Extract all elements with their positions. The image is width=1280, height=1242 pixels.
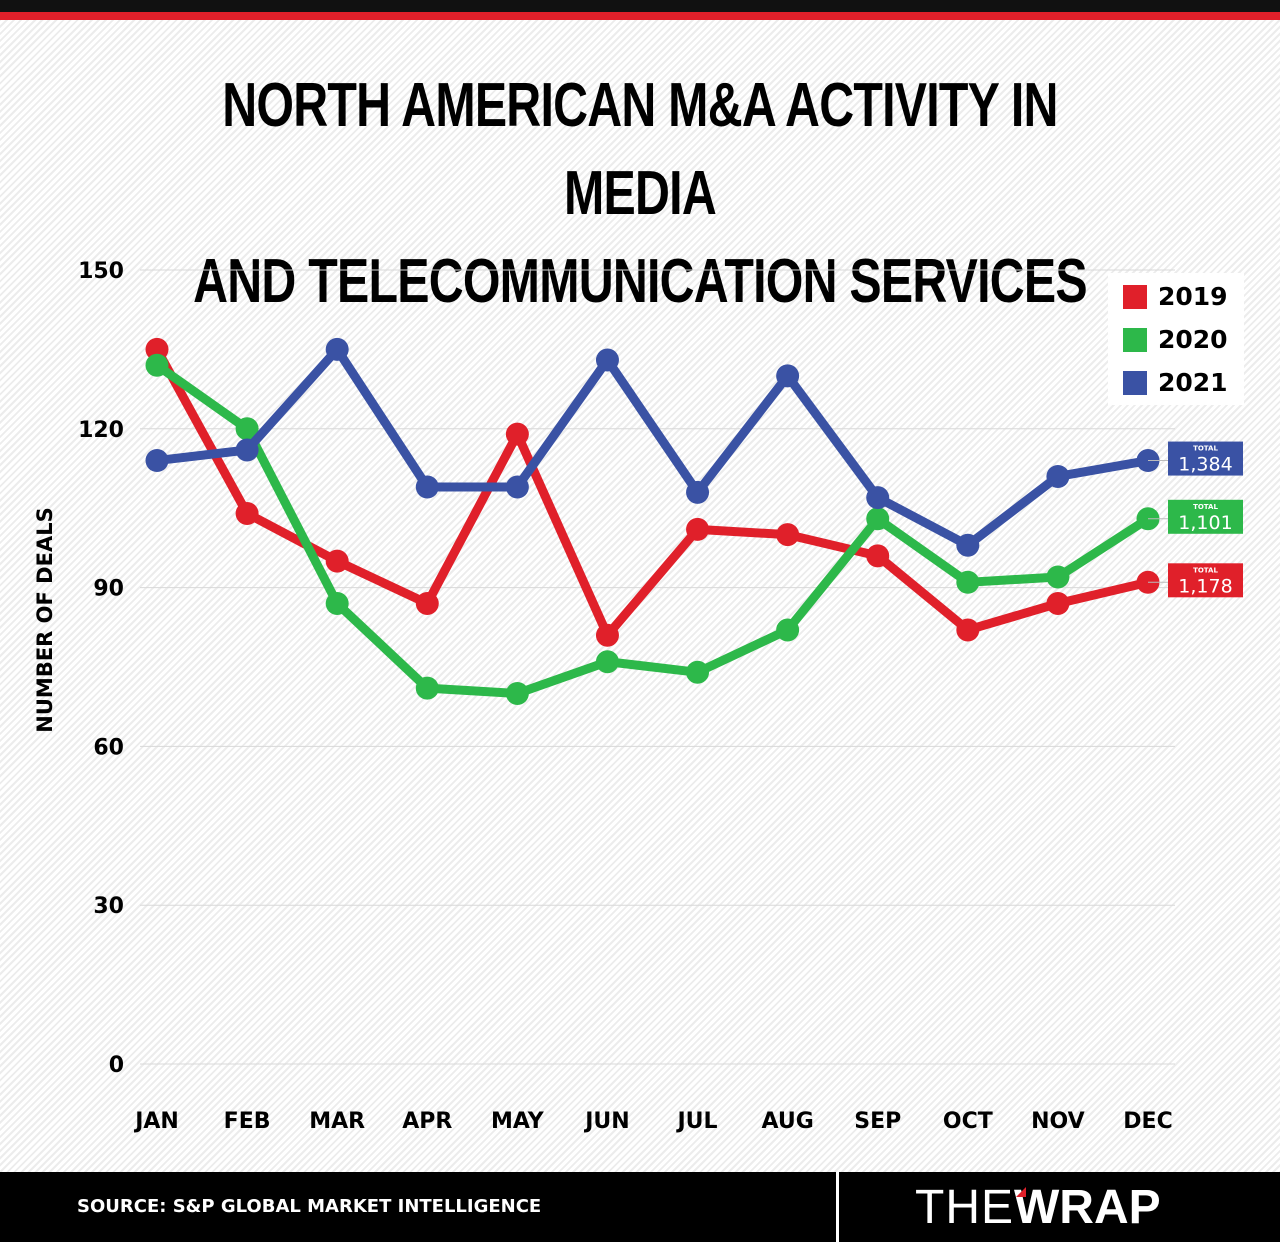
total-box-label: TOTAL	[1193, 445, 1218, 453]
data-point-2021	[415, 475, 439, 499]
total-box-2020	[1168, 499, 1243, 534]
logo-wrap-wrapper: WRAP	[1014, 1181, 1161, 1234]
x-tick-label: SEP	[854, 1109, 901, 1134]
total-box-2019	[1168, 563, 1243, 598]
top-red-bar	[0, 12, 1280, 20]
footer: SOURCE: S&P GLOBAL MARKET INTELLIGENCE T…	[0, 1172, 1280, 1242]
data-point-2019	[956, 618, 980, 642]
data-point-2020	[325, 591, 349, 615]
data-point-2020	[776, 618, 800, 642]
data-point-2021	[686, 480, 710, 504]
x-tick-label: MAR	[309, 1109, 365, 1134]
footer-divider	[836, 1172, 839, 1242]
y-tick-label: 120	[78, 418, 124, 443]
y-tick-label: 150	[78, 259, 124, 284]
data-point-2020	[505, 681, 529, 705]
x-tick-label: JUL	[676, 1109, 718, 1134]
chart-title-line-1: NORTH AMERICAN M&A ACTIVITY IN MEDIA	[222, 71, 1058, 228]
data-point-2019	[866, 544, 890, 568]
x-tick-label: APR	[402, 1109, 452, 1134]
logo-the: THE	[915, 1181, 1014, 1234]
source-text: SOURCE: S&P GLOBAL MARKET INTELLIGENCE	[77, 1196, 542, 1217]
data-point-2019	[595, 623, 619, 647]
legend-swatch-2020	[1123, 328, 1147, 352]
data-point-2020	[866, 507, 890, 531]
total-box-label: TOTAL	[1193, 503, 1218, 511]
x-tick-label: MAY	[491, 1109, 545, 1134]
total-box-value: 1,101	[1178, 512, 1232, 534]
total-box-value: 1,384	[1178, 454, 1232, 476]
data-point-2019	[686, 517, 710, 541]
data-point-2019	[776, 523, 800, 547]
data-point-2021	[1046, 464, 1070, 488]
y-axis-label: NUMBER OF DEALS	[33, 507, 57, 732]
x-tick-label: JAN	[133, 1109, 179, 1134]
x-tick-label: JUN	[583, 1109, 629, 1134]
data-point-2019	[325, 549, 349, 573]
legend-swatch-2019	[1123, 285, 1147, 309]
legend-label-2020: 2020	[1158, 325, 1228, 354]
data-point-2021	[505, 475, 529, 499]
data-point-2021	[325, 337, 349, 361]
y-tick-label: 90	[93, 577, 124, 602]
data-point-2021	[145, 449, 169, 473]
data-point-2021	[866, 486, 890, 510]
data-point-2020	[595, 650, 619, 674]
logo-red-tick-icon	[1016, 1187, 1026, 1197]
data-point-2020	[956, 570, 980, 594]
data-point-2019	[145, 337, 169, 361]
data-point-2020	[686, 660, 710, 684]
chart-title-line-2: AND TELECOMMUNICATION SERVICES	[193, 247, 1087, 316]
data-point-2019	[415, 591, 439, 615]
data-point-2019	[1046, 591, 1070, 615]
data-point-2019	[505, 422, 529, 446]
logo-wrap: WRAP	[1014, 1181, 1161, 1234]
x-tick-label: AUG	[761, 1109, 813, 1134]
total-box-label: TOTAL	[1193, 566, 1218, 574]
line-chart: 0 30 60 90 120 150 JAN FEB MAR APR MAY JUN JUL AUG SEP…	[33, 259, 1244, 1134]
x-tick-label: DEC	[1123, 1109, 1172, 1134]
data-point-2021	[956, 533, 980, 557]
legend-label-2021: 2021	[1158, 368, 1228, 397]
x-tick-label: OCT	[943, 1109, 993, 1134]
data-point-2019	[235, 501, 259, 525]
y-tick-label: 30	[93, 894, 124, 919]
series-line-2019	[152, 344, 1153, 640]
series-line-2020	[152, 360, 1153, 698]
chart-title: NORTH AMERICAN M&A ACTIVITY IN MEDIA AND…	[141, 62, 1139, 326]
top-black-bar	[0, 0, 1280, 12]
data-point-2020	[1046, 565, 1070, 589]
data-point-2020	[145, 353, 169, 377]
data-point-2021	[235, 438, 259, 462]
total-box-value: 1,178	[1178, 575, 1232, 597]
data-point-2020	[415, 676, 439, 700]
data-point-2021	[595, 348, 619, 372]
y-tick-label: 60	[93, 735, 124, 760]
series-line-2021	[152, 344, 1153, 550]
x-tick-label: NOV	[1031, 1109, 1085, 1134]
total-box-2021	[1168, 441, 1243, 476]
data-point-2020	[235, 417, 259, 441]
x-tick-label: FEB	[224, 1109, 271, 1134]
thewrap-logo: THE WRAP	[915, 1180, 1161, 1235]
data-point-2021	[776, 364, 800, 388]
y-tick-label: 0	[109, 1053, 124, 1078]
legend-label-2019: 2019	[1158, 282, 1228, 311]
legend-swatch-2021	[1123, 371, 1147, 395]
